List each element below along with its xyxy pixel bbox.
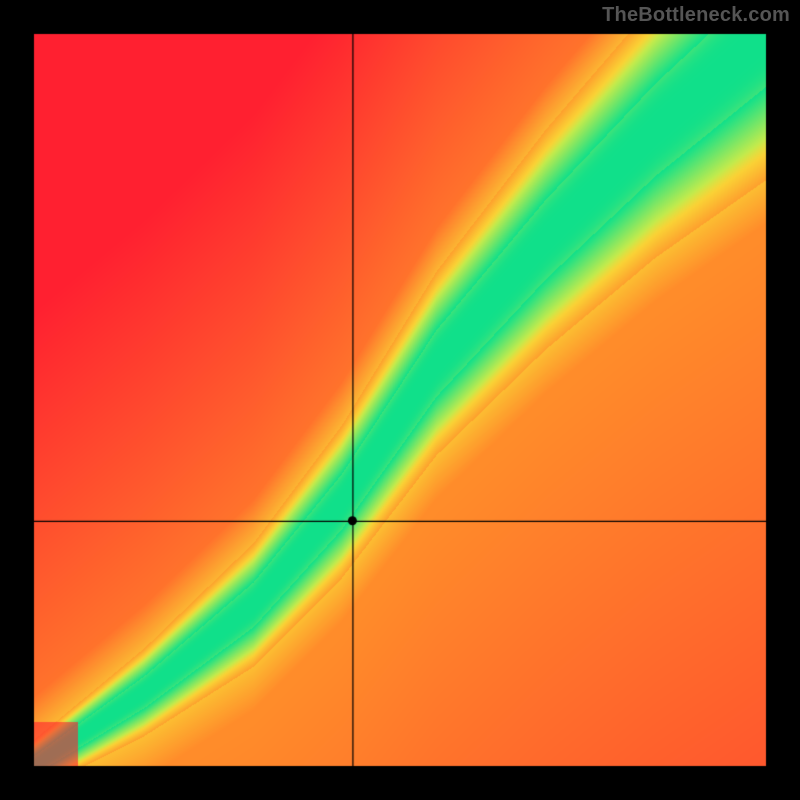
watermark-text: TheBottleneck.com bbox=[602, 4, 790, 27]
chart-container: TheBottleneck.com bbox=[0, 0, 800, 800]
bottleneck-heatmap-canvas bbox=[0, 0, 800, 800]
